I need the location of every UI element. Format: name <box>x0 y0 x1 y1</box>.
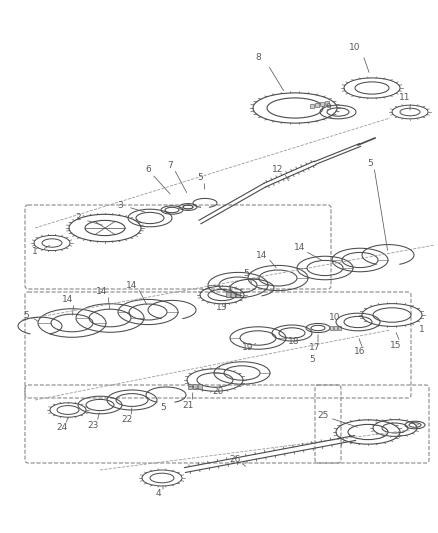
Text: 5: 5 <box>197 174 203 182</box>
Text: 3: 3 <box>117 200 123 209</box>
Bar <box>320 102 324 106</box>
Text: 16: 16 <box>354 348 366 357</box>
Text: 20: 20 <box>212 387 224 397</box>
Text: 6: 6 <box>145 166 151 174</box>
Text: 15: 15 <box>390 341 402 350</box>
Text: 4: 4 <box>155 489 161 498</box>
Text: 1: 1 <box>419 326 425 335</box>
Bar <box>188 384 192 389</box>
Text: 11: 11 <box>399 93 411 102</box>
Bar <box>198 384 202 389</box>
Text: 10: 10 <box>329 313 341 322</box>
Text: 25: 25 <box>317 410 328 419</box>
Text: 5: 5 <box>23 311 29 319</box>
Text: 23: 23 <box>87 421 99 430</box>
Text: 1: 1 <box>32 247 38 256</box>
Text: 14: 14 <box>96 287 108 296</box>
Text: 13: 13 <box>216 303 228 312</box>
Bar <box>330 326 333 330</box>
Text: 5: 5 <box>309 356 315 365</box>
Bar <box>231 292 235 297</box>
Text: 14: 14 <box>294 244 306 253</box>
Text: 14: 14 <box>62 295 74 304</box>
Text: 5: 5 <box>243 269 249 278</box>
Text: 22: 22 <box>121 416 133 424</box>
Bar <box>315 103 319 107</box>
Bar <box>334 326 337 330</box>
Text: 2: 2 <box>75 214 81 222</box>
Text: 12: 12 <box>272 166 284 174</box>
Text: 14: 14 <box>126 280 138 289</box>
Bar <box>226 292 230 297</box>
Text: 17: 17 <box>309 343 321 352</box>
Text: 10: 10 <box>349 44 361 52</box>
Text: 8: 8 <box>255 53 261 62</box>
Bar <box>338 326 341 330</box>
Text: 5: 5 <box>367 159 373 168</box>
Bar <box>236 292 240 297</box>
Bar <box>325 101 329 105</box>
Text: 19: 19 <box>242 343 254 352</box>
Text: 21: 21 <box>182 400 194 409</box>
Text: 14: 14 <box>256 251 268 260</box>
Bar <box>310 104 314 108</box>
Bar <box>193 384 197 389</box>
Text: 24: 24 <box>57 424 67 432</box>
Text: 26: 26 <box>230 456 241 464</box>
Text: 7: 7 <box>167 160 173 169</box>
Text: 5: 5 <box>160 403 166 413</box>
Text: 9: 9 <box>325 103 331 112</box>
Text: 18: 18 <box>288 337 300 346</box>
